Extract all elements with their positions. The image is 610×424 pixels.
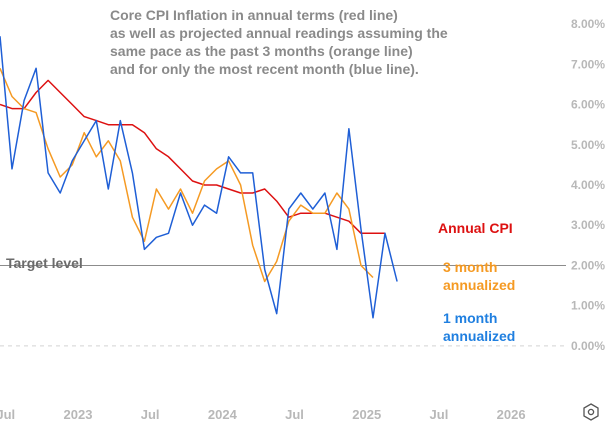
y-tick-label-7: 1.00% — [571, 299, 605, 313]
annual-cpi-label: Annual CPI — [438, 220, 513, 236]
x-tick-label-0: Jul — [0, 407, 15, 422]
y-tick-label-0: 8.00% — [571, 17, 605, 31]
three-month-label-line2: annualized — [443, 277, 515, 293]
y-tick-label-3: 5.00% — [571, 138, 605, 152]
x-tick-label-7: 2026 — [497, 407, 526, 422]
x-tick-label-6: Jul — [430, 407, 449, 422]
x-tick-label-5: 2025 — [352, 407, 381, 422]
title-line-2: as well as projected annual readings ass… — [110, 25, 448, 41]
one-month-label-line1: 1 month — [443, 310, 497, 326]
y-tick-label-1: 7.00% — [571, 57, 605, 71]
y-tick-label-8: 0.00% — [571, 339, 605, 353]
y-axis-ticks: 8.00% 7.00% 6.00% 5.00% 4.00% 3.00% 2.00% 1.00%… — [571, 17, 605, 353]
y-tick-label-5: 3.00% — [571, 218, 605, 232]
settings-hex-icon[interactable] — [583, 403, 599, 421]
series-line-2 — [0, 36, 398, 319]
x-tick-label-2: Jul — [141, 407, 160, 422]
one-month-label-line2: annualized — [443, 328, 515, 344]
target-label: Target level — [6, 255, 83, 271]
three-month-label-line1: 3 month — [443, 259, 497, 275]
x-tick-label-1: 2023 — [64, 407, 93, 422]
series-line-1 — [0, 68, 374, 283]
y-tick-label-2: 6.00% — [571, 98, 605, 112]
y-tick-label-4: 4.00% — [571, 178, 605, 192]
chart-title: Core CPI Inflation in annual terms (red … — [110, 7, 448, 77]
y-tick-label-6: 2.00% — [571, 258, 605, 272]
series-lines — [0, 36, 398, 319]
title-line-1: Core CPI Inflation in annual terms (red … — [110, 7, 398, 23]
title-line-4: and for only the most recent month (blue… — [110, 61, 419, 77]
x-tick-label-3: 2024 — [208, 407, 238, 422]
title-line-3: same pace as the past 3 months (orange l… — [110, 43, 413, 59]
x-tick-label-4: Jul — [285, 407, 304, 422]
x-axis-ticks: Jul 2023 Jul 2024 Jul 2025 Jul 2026 — [0, 407, 526, 422]
